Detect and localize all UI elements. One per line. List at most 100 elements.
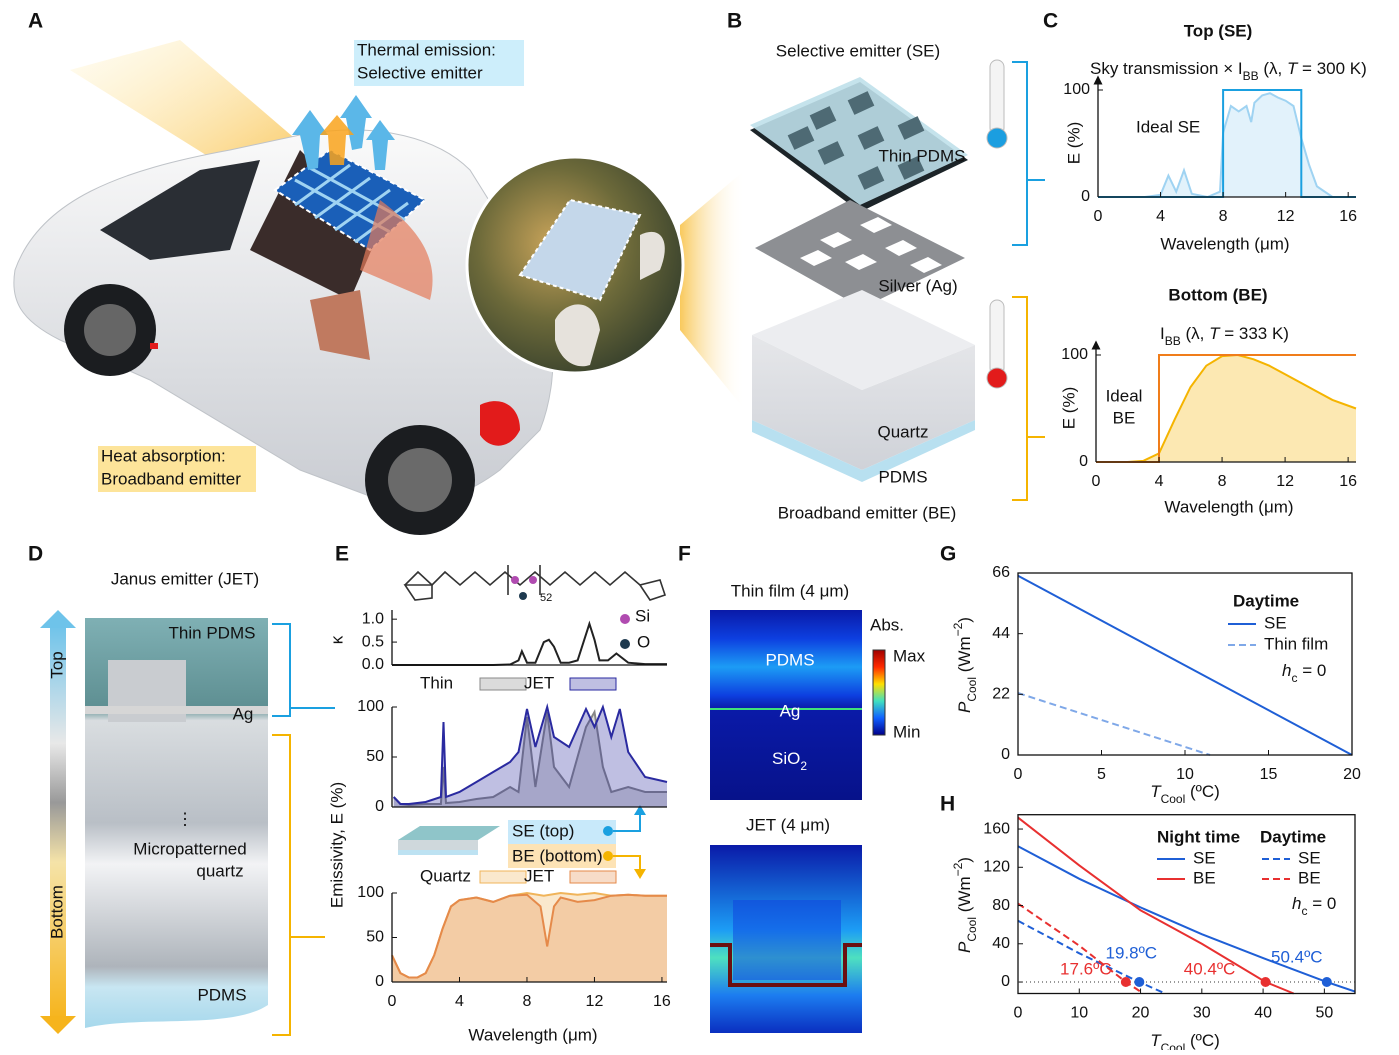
line (392, 703, 668, 805)
annotation: Ideal SE (1136, 117, 1200, 136)
x-tick-label: 5 (1097, 766, 1106, 783)
field-maps-shape (710, 610, 862, 800)
atom (529, 576, 537, 584)
legend-label: SE (1264, 613, 1287, 632)
car-illustration-shape (84, 304, 136, 356)
layer-stack-shape (986, 127, 1008, 149)
annotation: BE (1113, 408, 1136, 427)
area (1096, 355, 1356, 462)
y-axis-label-part: −2 (951, 862, 965, 876)
y-axis-label-part: P (955, 941, 974, 953)
legend-label: BE (1298, 868, 1321, 887)
legend-label: JET (524, 673, 554, 692)
chart-title: Bottom (BE) (1168, 285, 1267, 304)
y-tick-label: 100 (1061, 346, 1088, 363)
legend-label: SE (1298, 848, 1321, 867)
panel-label: F (678, 543, 691, 566)
line (1144, 92, 1356, 199)
panel-label: C (1043, 10, 1058, 33)
x-tick-label: 16 (653, 993, 671, 1010)
annotation: IBB (λ, T = 333 K) (1160, 324, 1289, 348)
layer-stack-shape-shape (885, 240, 917, 256)
ellipsis: ⋮ (177, 809, 194, 828)
car-illustration-shape (98, 446, 256, 492)
y-axis-label: Emissivity, E (%) (327, 782, 346, 908)
point-label: 17.6ºC (1060, 960, 1112, 979)
legend-label: Thin (420, 673, 453, 692)
x-axis-label-part: T (1150, 1031, 1162, 1050)
layer-stack-shape (752, 420, 975, 482)
annotation: Selective emitter (357, 63, 483, 82)
legend-label: BE (1193, 868, 1216, 887)
y-axis-label-part: Cool (965, 677, 979, 702)
molecule-shape (404, 570, 641, 587)
annotation-part: h (1292, 894, 1301, 913)
map-label-shape: 2 (800, 759, 807, 773)
x-tick-label: 0 (388, 993, 397, 1010)
annotation-part: Sky transmission × I (1090, 59, 1243, 78)
annotation: hc = 0 (1282, 661, 1326, 685)
layer-stack-shape (1012, 61, 1028, 246)
molecule (403, 565, 667, 601)
x-axis-label: TCool (ºC) (1150, 782, 1220, 806)
layer-stack-shape (752, 290, 975, 390)
y-axis-label: PCool (Wm−2) (951, 857, 979, 953)
y-axis-label-part: ) (955, 617, 974, 623)
y-tick-label: 0 (1001, 973, 1010, 990)
emitter-icon-shape (603, 826, 613, 836)
annotation: hc = 0 (1292, 894, 1336, 918)
car-illustration-shape (320, 115, 354, 165)
map-label: PDMS (765, 650, 814, 669)
area (392, 894, 667, 982)
map-title: Thin film (4 μm) (731, 581, 849, 600)
layer-stack-shape-shape (910, 257, 942, 273)
annotation-part: BB (1243, 69, 1259, 83)
car-illustration-shape (680, 170, 745, 410)
layer-label: quartz (196, 861, 243, 880)
emitter-icon-shape (508, 844, 616, 868)
layer-label: Micropatterned (133, 839, 246, 858)
panel-label: H (940, 793, 955, 816)
y-axis-label-part: (Wm (955, 636, 974, 677)
legend-swatch (479, 677, 527, 691)
x-axis-label-part: (ºC) (1185, 782, 1220, 801)
car-illustration-shape (292, 95, 395, 170)
atom-legend (620, 614, 630, 624)
x-tick-label: 40 (1254, 1005, 1272, 1022)
layer-label: Thin PDMS (169, 623, 256, 642)
molecule-shape (403, 584, 433, 601)
y-tick-label: 100 (1063, 81, 1090, 98)
layer-stack-shape (800, 217, 942, 273)
x-tick-label: 10 (1176, 766, 1194, 783)
car-illustration-shape-shape (366, 120, 395, 170)
map-label-shape: SiO (772, 749, 800, 768)
arrow-label: Bottom (47, 885, 66, 939)
car-illustration-shape-shape (334, 188, 391, 232)
x-tick-label: 0 (1014, 1005, 1023, 1022)
panel-title: Janus emitter (JET) (111, 569, 259, 588)
y-tick-label: 0 (375, 973, 384, 990)
layer-stack-shape-shape (897, 116, 925, 140)
car-illustration-shape (150, 343, 158, 349)
x-axis-label: Wavelength (μm) (1164, 497, 1293, 516)
annotation: Thermal emission: (357, 40, 496, 59)
layer-stack-shape-shape (817, 141, 845, 165)
layer-stack-shape-shape (847, 91, 875, 115)
legend-label: SE (top) (512, 821, 574, 840)
panel-label: A (28, 10, 43, 33)
field-maps-shape (733, 900, 841, 980)
area (393, 712, 667, 807)
emitter-icon-shape (603, 851, 613, 861)
jet-micrograph-shape (40, 1016, 76, 1034)
layer-stack (750, 59, 1045, 501)
colorbar-title: Abs. (870, 615, 904, 634)
layer-label: PDMS (878, 467, 927, 486)
emitter-icon-shape (398, 850, 478, 855)
map-label: Ag (780, 701, 801, 720)
field-maps-shape (872, 649, 886, 736)
annotation-part: h (1282, 661, 1291, 680)
x-tick-label: 12 (1277, 208, 1295, 225)
panel-label: B (727, 10, 742, 33)
y-axis-label-part: Cool (965, 917, 979, 942)
